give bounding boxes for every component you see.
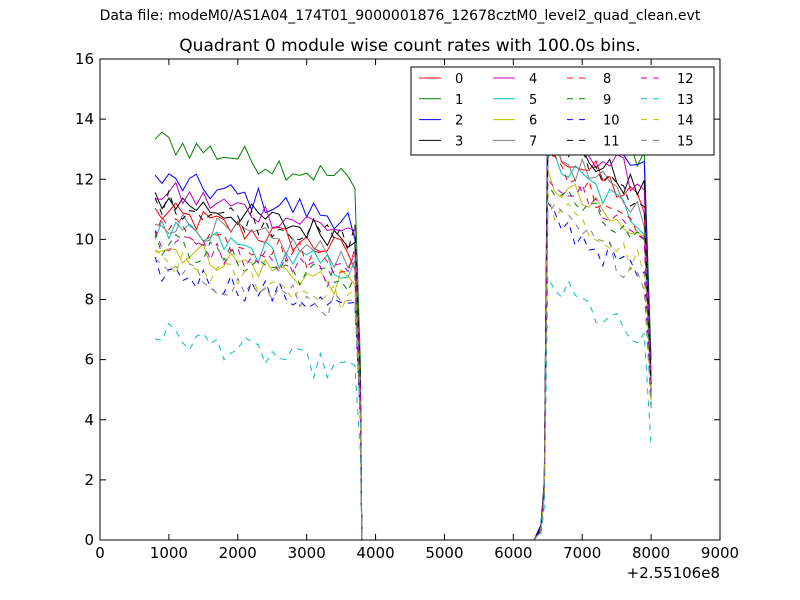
legend-label-15: 15	[677, 134, 694, 149]
series-line-8	[154, 154, 652, 540]
series-line-11	[154, 128, 652, 540]
legend-label-11: 11	[603, 134, 620, 149]
legend-label-3: 3	[455, 134, 463, 149]
legend-label-9: 9	[603, 93, 611, 108]
legend-label-10: 10	[603, 114, 620, 129]
x-tick-label: 8000	[632, 544, 670, 562]
figure-supertitle: Data file: modeM0/AS1A04_174T01_90000018…	[99, 8, 701, 24]
legend-label-1: 1	[455, 93, 463, 108]
legend-label-8: 8	[603, 72, 611, 87]
legend-box	[410, 66, 715, 156]
legend-label-0: 0	[455, 72, 463, 87]
series-line-12	[154, 178, 652, 540]
x-tick-label: 0	[95, 544, 105, 562]
series-line-3	[154, 135, 652, 540]
axis-ticks: 0 1000 2000 3000 4000 5000 6000 7000 8000 9000 0 2 4…	[75, 50, 739, 562]
x-tick-label: 7000	[563, 544, 601, 562]
y-tick-label: 8	[84, 291, 94, 309]
y-tick-label: 10	[75, 230, 94, 248]
series-line-2	[154, 99, 652, 540]
y-tick-label: 4	[84, 411, 94, 429]
series-line-4	[155, 112, 652, 540]
y-tick-label: 14	[75, 110, 94, 128]
y-tick-label: 12	[75, 170, 94, 188]
y-tick-label: 6	[84, 351, 94, 369]
legend-label-4: 4	[529, 72, 537, 87]
series-line-13	[154, 276, 652, 540]
legend-label-5: 5	[529, 93, 537, 108]
legend-label-14: 14	[677, 114, 694, 129]
x-tick-label: 1000	[150, 544, 188, 562]
x-tick-label: 5000	[425, 544, 463, 562]
legend-label-13: 13	[677, 93, 694, 108]
x-axis-offset-label: +2.55106e8	[627, 564, 720, 582]
x-tick-label: 3000	[288, 544, 326, 562]
legend-label-12: 12	[677, 72, 694, 87]
series-line-7	[154, 137, 652, 540]
y-tick-label: 2	[84, 471, 94, 489]
series-line-0	[154, 137, 652, 540]
series-line-15	[154, 203, 652, 540]
y-tick-label: 0	[84, 531, 94, 549]
y-tick-label: 16	[75, 50, 94, 68]
x-tick-label: 2000	[219, 544, 257, 562]
legend-label-6: 6	[529, 114, 537, 129]
chart-title: Quadrant 0 module wise count rates with …	[179, 36, 641, 56]
series-line-5	[154, 144, 652, 540]
series-line-9	[154, 182, 652, 540]
legend-label-2: 2	[455, 114, 463, 129]
legend-label-7: 7	[529, 134, 537, 149]
series-line-14	[154, 192, 652, 540]
x-tick-label: 9000	[701, 544, 739, 562]
x-tick-label: 4000	[356, 544, 394, 562]
x-tick-label: 6000	[494, 544, 532, 562]
